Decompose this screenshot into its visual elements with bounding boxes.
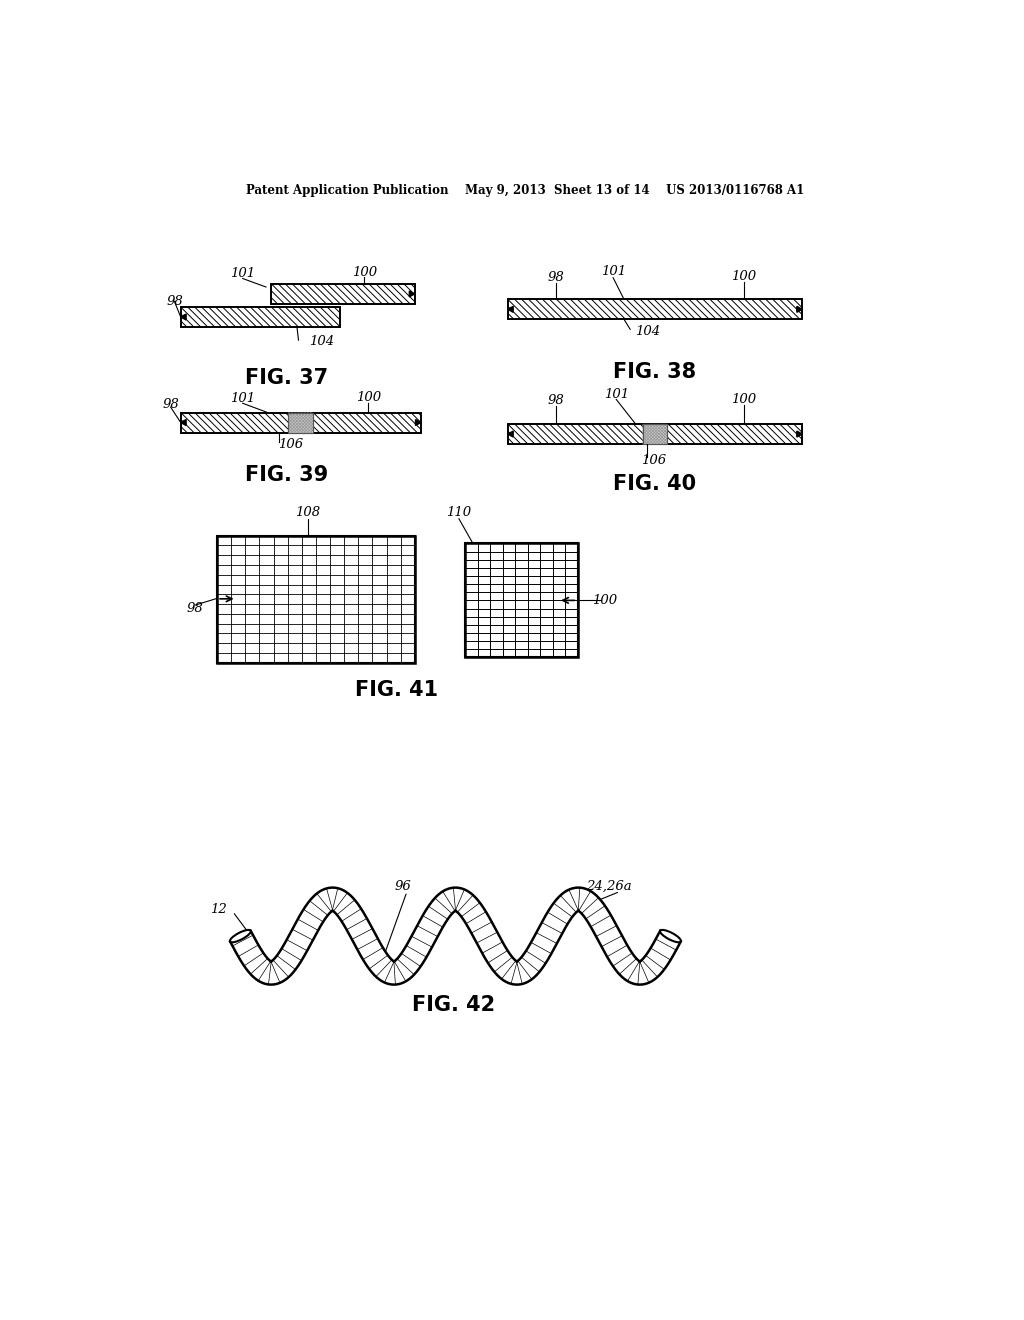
Polygon shape: [410, 290, 415, 297]
Bar: [465, 544, 578, 657]
Polygon shape: [180, 314, 186, 319]
Polygon shape: [416, 420, 421, 425]
Text: FIG. 37: FIG. 37: [246, 368, 329, 388]
Text: FIG. 38: FIG. 38: [613, 363, 696, 383]
Text: 100: 100: [355, 391, 381, 404]
Polygon shape: [230, 887, 681, 985]
Bar: [289, 412, 313, 433]
Ellipse shape: [230, 929, 251, 942]
Text: 108: 108: [295, 506, 321, 519]
Bar: [508, 424, 802, 444]
Polygon shape: [797, 306, 802, 313]
Text: 96: 96: [394, 880, 412, 894]
Text: 98: 98: [187, 602, 204, 615]
Text: Patent Application Publication    May 9, 2013  Sheet 13 of 14    US 2013/0116768: Patent Application Publication May 9, 20…: [246, 185, 804, 197]
Text: 98: 98: [548, 271, 564, 284]
Text: 101: 101: [230, 392, 255, 405]
Bar: [465, 544, 578, 657]
Bar: [180, 308, 340, 327]
Text: 106: 106: [641, 454, 666, 467]
Text: 100: 100: [731, 393, 757, 407]
Polygon shape: [797, 432, 802, 437]
Text: 100: 100: [352, 265, 377, 279]
Text: 104: 104: [309, 335, 334, 348]
Text: FIG. 40: FIG. 40: [613, 474, 696, 494]
Text: 110: 110: [446, 506, 471, 519]
Bar: [643, 424, 668, 444]
Bar: [508, 300, 802, 319]
Text: 101: 101: [604, 388, 629, 400]
Bar: [217, 536, 415, 663]
Text: 106: 106: [279, 438, 303, 451]
Text: 100: 100: [731, 269, 757, 282]
Bar: [180, 412, 421, 433]
Text: 98: 98: [166, 296, 183, 308]
Polygon shape: [508, 306, 513, 313]
Text: 100: 100: [592, 594, 617, 607]
Bar: [271, 284, 415, 304]
Text: 104: 104: [635, 325, 659, 338]
Text: FIG. 39: FIG. 39: [246, 465, 329, 484]
Text: 98: 98: [162, 399, 179, 412]
Bar: [643, 424, 668, 444]
Polygon shape: [180, 420, 186, 425]
Bar: [217, 536, 415, 663]
Text: 98: 98: [548, 395, 564, 408]
Text: 101: 101: [230, 268, 255, 280]
Text: FIG. 41: FIG. 41: [355, 680, 438, 700]
Text: 12: 12: [211, 903, 227, 916]
Ellipse shape: [660, 929, 681, 942]
Text: 101: 101: [601, 265, 626, 279]
Text: 24,26a: 24,26a: [586, 879, 632, 892]
Text: FIG. 42: FIG. 42: [412, 995, 495, 1015]
Polygon shape: [508, 432, 513, 437]
Bar: [289, 412, 313, 433]
